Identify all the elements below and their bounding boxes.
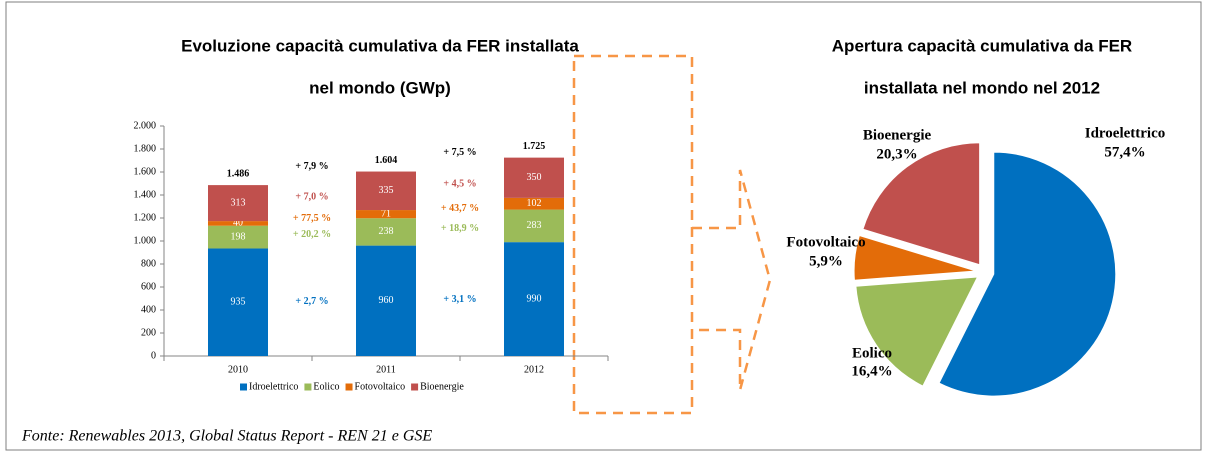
bar-segment <box>504 197 564 210</box>
slice-value: 5,9% <box>809 253 843 269</box>
x-tick-label: 2010 <box>228 364 248 375</box>
slice-name: Bioenergie <box>863 127 932 143</box>
bar-segment <box>208 221 268 226</box>
slice-name: Fotovoltaico <box>786 234 865 250</box>
bar-segment <box>208 225 268 249</box>
y-tick-label: 1.600 <box>134 166 157 177</box>
slice-value: 20,3% <box>876 146 917 162</box>
legend-label: Fotovoltaico <box>355 381 406 392</box>
growth-label: + 2,7 % <box>295 296 328 307</box>
growth-label: + 7,0 % <box>295 191 328 202</box>
legend-swatch <box>411 383 419 391</box>
pie-slice <box>938 151 1117 397</box>
legend-swatch <box>345 383 353 391</box>
segment-label: 990 <box>527 293 542 304</box>
x-tick-label: 2011 <box>376 364 396 375</box>
y-tick-label: 0 <box>151 350 156 361</box>
total-growth-label: + 7,9 % <box>295 161 328 172</box>
source: Fonte: Renewables 2013, Global Status Re… <box>21 428 432 445</box>
bar-segment <box>356 245 416 356</box>
y-tick-label: 400 <box>141 304 156 315</box>
legend-label: Idroelettrico <box>249 381 298 392</box>
legend-label: Eolico <box>313 381 339 392</box>
segment-label: 40 <box>233 218 243 229</box>
y-tick-label: 1.000 <box>134 235 157 246</box>
segment-label: 313 <box>231 197 246 208</box>
pie-title: Apertura capacità cumulativa da FER <box>832 36 1132 55</box>
y-tick-label: 800 <box>141 258 156 269</box>
bar-segment <box>208 248 268 356</box>
slice-name: Eolico <box>852 345 892 361</box>
pie-title: installata nel mondo nel 2012 <box>864 78 1100 97</box>
slice-name: Idroelettrico <box>1085 125 1166 141</box>
pie-slice <box>862 142 981 266</box>
bar-segment <box>356 218 416 246</box>
segment-label: 198 <box>231 231 246 242</box>
frame <box>5 1 1202 451</box>
bar-segment <box>356 171 416 211</box>
total-label: 1.486 <box>227 168 250 179</box>
segment-label: 238 <box>379 226 394 237</box>
legend-swatch <box>240 383 247 391</box>
slice-value: 16,4% <box>851 363 892 379</box>
total-label: 1.604 <box>375 155 398 166</box>
x-tick-label: 2012 <box>524 364 544 375</box>
growth-label: + 43,7 % <box>441 203 479 214</box>
y-tick-label: 1.800 <box>134 143 157 154</box>
bar-title: nel mondo (GWp) <box>309 78 451 97</box>
y-tick-label: 200 <box>141 327 156 338</box>
growth-label: + 77,5 % <box>293 213 331 224</box>
slice-value: 57,4% <box>1104 144 1145 160</box>
pie-slice <box>853 234 977 281</box>
y-tick-label: 1.400 <box>134 189 157 200</box>
y-tick-label: 600 <box>141 281 156 292</box>
segment-label: 350 <box>527 172 542 183</box>
bar-title: Evoluzione capacità cumulativa da FER in… <box>181 36 579 55</box>
bar-segment <box>504 209 564 243</box>
total-label: 1.725 <box>523 141 546 152</box>
growth-label: + 18,9 % <box>441 223 479 234</box>
arrow-head <box>692 169 772 391</box>
total-growth-label: + 7,5 % <box>443 147 476 158</box>
segment-label: 960 <box>379 295 394 306</box>
segment-label: 283 <box>527 220 542 231</box>
segment-label: 335 <box>379 185 394 196</box>
legend-swatch <box>304 383 312 391</box>
segment-label: 71 <box>381 208 391 219</box>
bar-segment <box>208 185 268 222</box>
bar-segment <box>504 157 564 198</box>
y-tick-label: 2.000 <box>134 120 157 131</box>
y-tick-label: 1.200 <box>134 212 157 223</box>
pie-slice <box>855 276 979 387</box>
arrow-box <box>572 54 694 415</box>
segment-label: 935 <box>231 297 246 308</box>
growth-label: + 4,5 % <box>443 179 476 190</box>
growth-label: + 3,1 % <box>443 294 476 305</box>
bar-segment <box>504 242 564 356</box>
growth-label: + 20,2 % <box>293 229 331 240</box>
segment-label: 102 <box>527 198 542 209</box>
bar-segment <box>356 210 416 219</box>
legend-label: Bioenergie <box>420 381 464 392</box>
